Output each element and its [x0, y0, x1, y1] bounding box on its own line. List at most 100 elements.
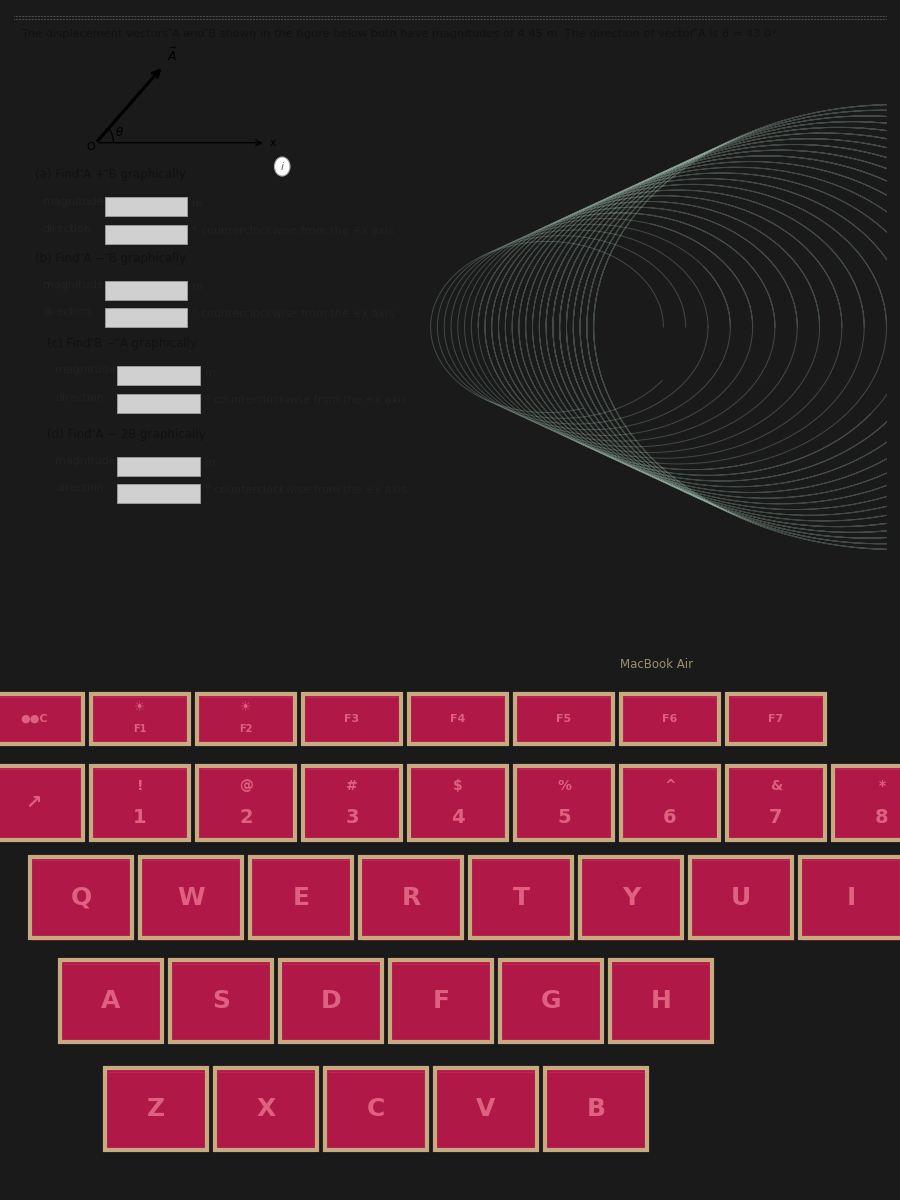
- Text: $\vec{A}$: $\vec{A}$: [167, 47, 177, 64]
- Text: U: U: [731, 886, 752, 910]
- Bar: [140, 857, 242, 938]
- Text: F3: F3: [345, 714, 360, 724]
- Bar: [104, 198, 187, 216]
- Bar: [515, 694, 613, 744]
- Bar: [472, 859, 574, 941]
- Bar: [729, 768, 827, 842]
- Bar: [623, 768, 721, 842]
- Text: i: i: [281, 162, 284, 172]
- Text: 7: 7: [770, 808, 783, 827]
- Text: H: H: [651, 989, 671, 1013]
- Bar: [91, 694, 189, 744]
- Circle shape: [274, 157, 290, 176]
- Bar: [303, 766, 401, 840]
- Bar: [833, 766, 900, 840]
- Text: $\theta$: $\theta$: [115, 126, 124, 139]
- Bar: [217, 1070, 319, 1152]
- Text: B: B: [587, 1097, 606, 1121]
- Bar: [170, 960, 272, 1042]
- Bar: [250, 857, 352, 938]
- Bar: [30, 857, 132, 938]
- Bar: [117, 484, 200, 503]
- Text: magnitude: magnitude: [55, 365, 116, 376]
- Bar: [623, 696, 721, 746]
- Bar: [93, 768, 191, 842]
- Bar: [727, 694, 825, 744]
- Text: V: V: [476, 1097, 496, 1121]
- Text: ^: ^: [664, 780, 676, 793]
- Bar: [390, 960, 492, 1042]
- Text: T: T: [512, 886, 529, 910]
- Bar: [411, 696, 509, 746]
- Text: m: m: [204, 458, 215, 468]
- Bar: [362, 859, 464, 941]
- Text: ° counterclockwise from the +x axis: ° counterclockwise from the +x axis: [204, 395, 407, 406]
- Text: @: @: [239, 780, 253, 793]
- Bar: [117, 366, 200, 385]
- Bar: [199, 696, 297, 746]
- Bar: [32, 859, 134, 941]
- Bar: [610, 960, 712, 1042]
- Bar: [0, 696, 85, 746]
- Bar: [93, 696, 191, 746]
- Text: magnitude: magnitude: [55, 456, 116, 466]
- Bar: [0, 694, 83, 744]
- Text: O: O: [86, 142, 95, 152]
- Bar: [437, 1070, 539, 1152]
- Bar: [142, 859, 244, 941]
- Text: magnitude: magnitude: [42, 280, 104, 289]
- Text: F6: F6: [662, 714, 678, 724]
- Text: (d) Find ⃗A − 2⃗B graphically.: (d) Find ⃗A − 2⃗B graphically.: [48, 427, 208, 440]
- Text: 8: 8: [875, 808, 889, 827]
- Bar: [0, 768, 85, 842]
- Bar: [305, 768, 403, 842]
- Text: The displacement vectors ⃗A and ⃗B shown in the figure below both have magnitude: The displacement vectors ⃗A and ⃗B shown…: [22, 29, 781, 40]
- Text: (c) Find ⃗B − ⃗A graphically.: (c) Find ⃗B − ⃗A graphically.: [48, 337, 200, 350]
- Bar: [172, 962, 274, 1044]
- Text: ° counterclockwise from the +x axis: ° counterclockwise from the +x axis: [204, 486, 407, 496]
- Bar: [835, 768, 900, 842]
- Bar: [470, 857, 572, 938]
- Bar: [252, 859, 354, 941]
- Bar: [517, 768, 615, 842]
- Text: 5: 5: [557, 808, 571, 827]
- Bar: [392, 962, 494, 1044]
- Text: 6: 6: [663, 808, 677, 827]
- Bar: [327, 1070, 429, 1152]
- Text: F7: F7: [769, 714, 784, 724]
- Bar: [690, 857, 792, 938]
- Text: !: !: [137, 780, 143, 793]
- Text: Z: Z: [147, 1097, 165, 1121]
- Bar: [104, 281, 187, 300]
- Text: direction: direction: [55, 392, 104, 403]
- Bar: [215, 1068, 317, 1150]
- Text: C: C: [367, 1097, 385, 1121]
- Bar: [580, 857, 682, 938]
- Bar: [582, 859, 684, 941]
- Text: 3: 3: [346, 808, 359, 827]
- Bar: [197, 766, 295, 840]
- Text: A: A: [102, 989, 121, 1013]
- Text: F5: F5: [556, 714, 572, 724]
- Bar: [411, 768, 509, 842]
- Text: m: m: [192, 282, 202, 292]
- Bar: [500, 960, 602, 1042]
- Bar: [621, 694, 719, 744]
- Text: m: m: [204, 367, 215, 378]
- Bar: [547, 1070, 649, 1152]
- Text: direction: direction: [55, 484, 104, 493]
- Text: ° counterclockwise from the +x axis: ° counterclockwise from the +x axis: [192, 227, 394, 236]
- Text: W: W: [177, 886, 205, 910]
- Text: E: E: [292, 886, 310, 910]
- Bar: [62, 962, 164, 1044]
- Bar: [325, 1068, 427, 1150]
- Bar: [435, 1068, 537, 1150]
- Bar: [729, 696, 827, 746]
- Text: ☀: ☀: [134, 701, 146, 714]
- Bar: [107, 1070, 209, 1152]
- Bar: [621, 766, 719, 840]
- Text: ●●C: ●●C: [20, 714, 48, 724]
- Text: 2: 2: [239, 808, 253, 827]
- Text: $\vec{B}$: $\vec{B}$: [83, 0, 92, 4]
- Bar: [0, 766, 83, 840]
